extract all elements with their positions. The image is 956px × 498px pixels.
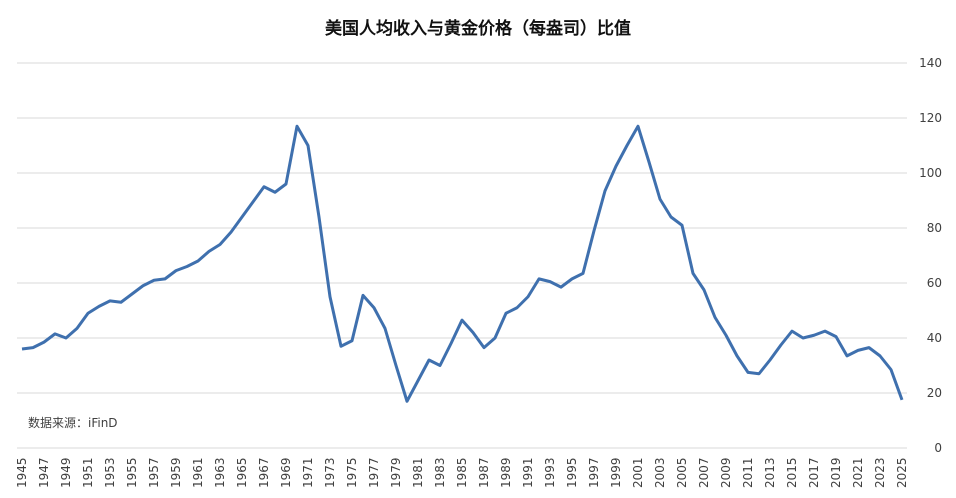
x-tick-label: 2001 — [631, 457, 645, 488]
y-tick-label: 0 — [934, 441, 942, 455]
x-tick-label: 1975 — [345, 457, 359, 488]
x-tick-label: 1995 — [565, 457, 579, 488]
x-tick-label: 1977 — [367, 457, 381, 488]
x-tick-label: 1981 — [411, 457, 425, 488]
x-tick-label: 1987 — [477, 457, 491, 488]
x-tick-label: 2025 — [895, 457, 909, 488]
y-tick-label: 40 — [927, 331, 942, 345]
x-tick-label: 2011 — [741, 457, 755, 488]
x-tick-label: 1999 — [609, 457, 623, 488]
x-tick-label: 2007 — [697, 457, 711, 488]
x-tick-label: 1969 — [279, 457, 293, 488]
x-tick-label: 1967 — [257, 457, 271, 488]
x-tick-label: 1959 — [169, 457, 183, 488]
y-tick-label: 60 — [927, 276, 942, 290]
x-tick-label: 2019 — [829, 457, 843, 488]
chart-title: 美国人均收入与黄金价格（每盎司）比值 — [325, 18, 631, 39]
x-tick-label: 2003 — [653, 457, 667, 488]
x-tick-label: 1979 — [389, 457, 403, 488]
x-tick-label: 1989 — [499, 457, 513, 488]
y-tick-label: 100 — [919, 166, 942, 180]
x-tick-label: 1973 — [323, 457, 337, 488]
x-tick-label: 1983 — [433, 457, 447, 488]
y-tick-label: 20 — [927, 386, 942, 400]
source-note: 数据来源：iFinD — [28, 415, 118, 430]
x-tick-label: 2009 — [719, 457, 733, 488]
x-tick-label: 2023 — [873, 457, 887, 488]
x-tick-label: 1991 — [521, 457, 535, 488]
x-tick-label: 2015 — [785, 457, 799, 488]
x-tick-label: 1965 — [235, 457, 249, 488]
x-tick-label: 2005 — [675, 457, 689, 488]
x-tick-label: 1997 — [587, 457, 601, 488]
y-tick-label: 140 — [919, 56, 942, 70]
x-tick-label: 1993 — [543, 457, 557, 488]
x-tick-label: 1955 — [125, 457, 139, 488]
x-tick-label: 1963 — [213, 457, 227, 488]
x-tick-label: 2017 — [807, 457, 821, 488]
x-tick-label: 1971 — [301, 457, 315, 488]
x-tick-label: 1947 — [37, 457, 51, 488]
x-tick-label: 1961 — [191, 457, 205, 488]
x-tick-label: 2021 — [851, 457, 865, 488]
y-tick-label: 120 — [919, 111, 942, 125]
x-tick-label: 1951 — [81, 457, 95, 488]
x-tick-label: 2013 — [763, 457, 777, 488]
x-tick-label: 1985 — [455, 457, 469, 488]
x-tick-label: 1953 — [103, 457, 117, 488]
data-line — [21, 124, 904, 403]
x-tick-label: 1949 — [59, 457, 73, 488]
x-tick-label: 1957 — [147, 457, 161, 488]
y-tick-label: 80 — [927, 221, 942, 235]
x-tick-label: 1945 — [15, 457, 29, 488]
